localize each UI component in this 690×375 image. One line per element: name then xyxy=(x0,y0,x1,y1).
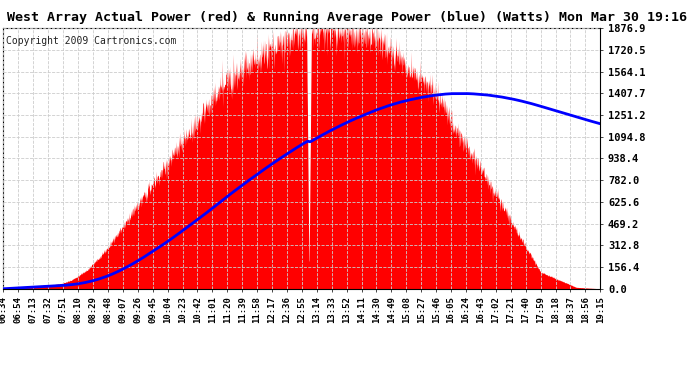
Text: Copyright 2009 Cartronics.com: Copyright 2009 Cartronics.com xyxy=(6,36,177,46)
Text: West Array Actual Power (red) & Running Average Power (blue) (Watts) Mon Mar 30 : West Array Actual Power (red) & Running … xyxy=(7,11,687,24)
